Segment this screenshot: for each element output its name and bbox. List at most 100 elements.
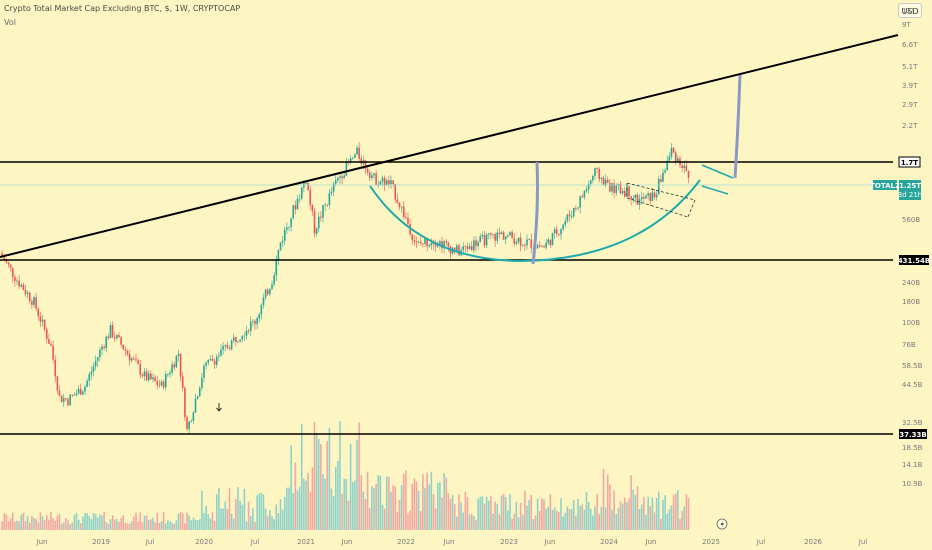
volume-bar [447, 493, 450, 530]
volume-bar [315, 432, 318, 530]
candle-body [643, 196, 645, 199]
tag-current: TOTAL2 1.25T 3d 21h [870, 180, 922, 200]
candle-body [11, 267, 14, 277]
volume-bar [619, 501, 622, 530]
volume-bar [581, 504, 584, 530]
candle-body [579, 196, 581, 208]
price-tick-label: 10.9B [902, 480, 923, 488]
volume-bar [330, 488, 333, 530]
candle-body [256, 318, 258, 325]
candle-body [381, 177, 384, 182]
candle-body [158, 385, 161, 386]
volume-bar [657, 491, 660, 530]
candle-body [470, 246, 473, 251]
candle-body [349, 158, 352, 163]
volume-bar [602, 468, 605, 530]
candle-body [39, 316, 42, 322]
candle-body [294, 205, 297, 210]
volume-bar [60, 523, 63, 530]
pennant-upper [701, 164, 734, 179]
candle-body [598, 168, 601, 180]
candle-body [156, 381, 159, 386]
candle-body [594, 168, 596, 177]
volume-bar [449, 498, 452, 530]
volume-bar [86, 513, 88, 530]
time-tick-label: Jun [341, 538, 353, 546]
candle-body [424, 238, 426, 245]
volume-bar [173, 523, 176, 530]
candle-body [611, 183, 613, 192]
volume-bar [500, 495, 503, 530]
candle-body [615, 185, 618, 193]
time-axis[interactable]: Jun 2019 Jul 2020 Jul 2021 Jun 2022 Jun 2023 Jun 20… [36, 538, 868, 546]
candle-body [332, 183, 335, 192]
volume-bar [35, 518, 37, 530]
volume-bar [532, 519, 535, 530]
volume-bar [349, 444, 352, 530]
candle-body [360, 158, 363, 164]
volume-bar [419, 511, 422, 530]
candle-body [194, 398, 197, 413]
volume-bar [545, 508, 547, 530]
time-tick-label: Jul [756, 538, 766, 546]
candle-body [286, 227, 288, 230]
currency-button[interactable]: USD [898, 3, 922, 18]
cup-curve[interactable] [369, 179, 701, 263]
volume-bar [298, 486, 301, 530]
candle-body [262, 297, 265, 305]
candle-body [86, 380, 88, 387]
time-tick-label: 2019 [92, 538, 110, 546]
candle-body [541, 246, 543, 248]
flag-upper [626, 182, 696, 201]
rising-trendline[interactable] [0, 34, 899, 258]
candle-body [128, 354, 131, 361]
price-tick-label: 12T [902, 7, 916, 15]
candle-body [647, 193, 649, 196]
volume-bar [203, 513, 205, 530]
volume-bar [324, 478, 326, 530]
volume-bar [326, 441, 329, 530]
volume-bar [396, 511, 399, 530]
candle-body [485, 234, 488, 246]
volume-bar [24, 521, 27, 530]
volume-bar [538, 510, 541, 530]
price-tick-label: 44.5B [902, 381, 923, 389]
candle-body [109, 325, 112, 339]
volume-bar [651, 497, 654, 530]
volume-bar [526, 505, 528, 530]
time-tick-label: Jul [858, 538, 868, 546]
time-tick-label: Jul [250, 538, 260, 546]
candle-body [456, 245, 458, 253]
volume-bar [271, 516, 273, 530]
candle-body [379, 181, 382, 185]
candle-body [477, 241, 479, 247]
volume-bar [288, 487, 290, 530]
candle-body [479, 236, 482, 242]
candle-body [45, 329, 48, 339]
volume-bar [687, 498, 690, 530]
time-tick-label: Jun [36, 538, 48, 546]
candle-body [137, 360, 139, 365]
volume-bar [643, 496, 645, 530]
price-axis[interactable]: 12T9T6.6T5.1T3.9T2.9T2.2T760B560B320B240… [902, 7, 923, 488]
candle-body [54, 359, 57, 377]
volume-bar [84, 513, 86, 530]
volume-bar [313, 422, 316, 530]
volume-bar [536, 498, 539, 530]
lightning-icon[interactable] [716, 518, 728, 530]
volume-bar [256, 495, 258, 530]
volume-bar [145, 515, 148, 530]
candle-body [462, 246, 465, 251]
candle-body [33, 297, 35, 305]
candle-body [668, 156, 671, 161]
volume-bar [126, 523, 129, 530]
volume-bar [668, 509, 671, 530]
volume-bar [368, 508, 371, 530]
volume-bar [266, 516, 269, 530]
candle-body [305, 182, 307, 184]
volume-bar [122, 515, 125, 530]
volume-bar [375, 483, 377, 530]
volume-bar [162, 512, 165, 530]
volume-bar [562, 516, 564, 530]
